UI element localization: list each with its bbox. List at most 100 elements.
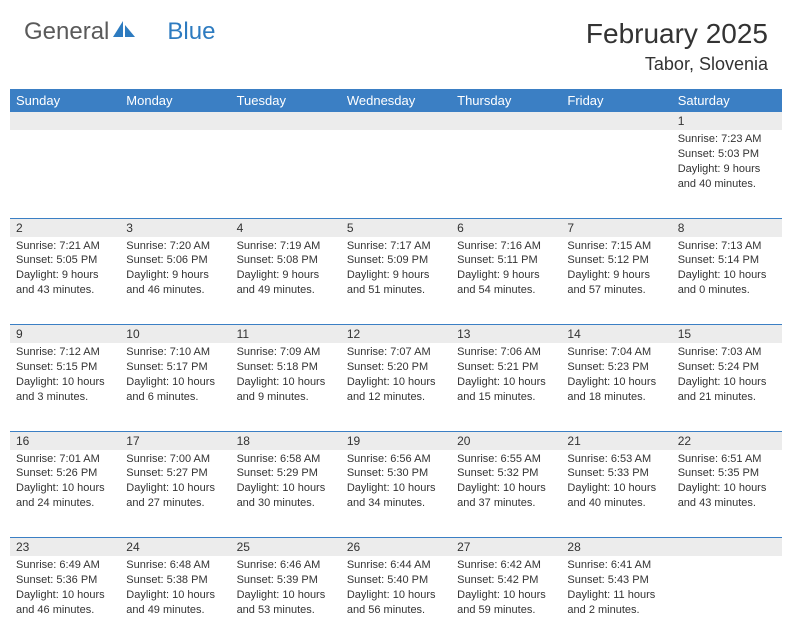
day-cell: Sunrise: 7:21 AMSunset: 5:05 PMDaylight:… [10, 237, 120, 325]
sunset-text: Sunset: 5:33 PM [567, 466, 665, 481]
day-number [341, 112, 451, 130]
day-cell: Sunrise: 6:49 AMSunset: 5:36 PMDaylight:… [10, 556, 120, 644]
sunset-text: Sunset: 5:17 PM [126, 360, 224, 375]
day-cell: Sunrise: 7:06 AMSunset: 5:21 PMDaylight:… [451, 343, 561, 431]
weekday-header: Thursday [451, 89, 561, 112]
sunset-text: Sunset: 5:36 PM [16, 573, 114, 588]
day-number-row: 9101112131415 [10, 325, 782, 344]
sunset-text: Sunset: 5:30 PM [347, 466, 445, 481]
sunset-text: Sunset: 5:27 PM [126, 466, 224, 481]
day-content-row: Sunrise: 7:01 AMSunset: 5:26 PMDaylight:… [10, 450, 782, 538]
sunrise-text: Sunrise: 6:56 AM [347, 452, 445, 467]
day-content-row: Sunrise: 7:23 AMSunset: 5:03 PMDaylight:… [10, 130, 782, 218]
day-cell: Sunrise: 7:03 AMSunset: 5:24 PMDaylight:… [672, 343, 782, 431]
sunset-text: Sunset: 5:21 PM [457, 360, 555, 375]
day-cell: Sunrise: 7:12 AMSunset: 5:15 PMDaylight:… [10, 343, 120, 431]
daylight-text: Daylight: 9 hours and 46 minutes. [126, 268, 224, 298]
day-cell: Sunrise: 6:55 AMSunset: 5:32 PMDaylight:… [451, 450, 561, 538]
weekday-header: Tuesday [231, 89, 341, 112]
daylight-text: Daylight: 10 hours and 24 minutes. [16, 481, 114, 511]
daylight-text: Daylight: 9 hours and 57 minutes. [567, 268, 665, 298]
sunrise-text: Sunrise: 7:06 AM [457, 345, 555, 360]
day-number: 23 [10, 538, 120, 557]
day-number-row: 232425262728 [10, 538, 782, 557]
sunset-text: Sunset: 5:03 PM [678, 147, 776, 162]
day-cell [120, 130, 230, 218]
day-cell: Sunrise: 6:48 AMSunset: 5:38 PMDaylight:… [120, 556, 230, 644]
logo-text-general: General [24, 18, 109, 46]
day-number: 27 [451, 538, 561, 557]
daylight-text: Daylight: 10 hours and 3 minutes. [16, 375, 114, 405]
day-number: 13 [451, 325, 561, 344]
sunset-text: Sunset: 5:40 PM [347, 573, 445, 588]
weekday-header: Sunday [10, 89, 120, 112]
day-cell: Sunrise: 6:41 AMSunset: 5:43 PMDaylight:… [561, 556, 671, 644]
day-cell: Sunrise: 7:15 AMSunset: 5:12 PMDaylight:… [561, 237, 671, 325]
day-number: 14 [561, 325, 671, 344]
sunset-text: Sunset: 5:18 PM [237, 360, 335, 375]
sunrise-text: Sunrise: 6:42 AM [457, 558, 555, 573]
sunrise-text: Sunrise: 7:00 AM [126, 452, 224, 467]
day-number: 24 [120, 538, 230, 557]
sunrise-text: Sunrise: 6:55 AM [457, 452, 555, 467]
sunset-text: Sunset: 5:42 PM [457, 573, 555, 588]
sunrise-text: Sunrise: 7:09 AM [237, 345, 335, 360]
day-number: 16 [10, 431, 120, 450]
day-cell: Sunrise: 6:44 AMSunset: 5:40 PMDaylight:… [341, 556, 451, 644]
day-cell: Sunrise: 6:58 AMSunset: 5:29 PMDaylight:… [231, 450, 341, 538]
day-number: 11 [231, 325, 341, 344]
day-number: 21 [561, 431, 671, 450]
sunset-text: Sunset: 5:29 PM [237, 466, 335, 481]
weekday-header: Monday [120, 89, 230, 112]
sunrise-text: Sunrise: 6:41 AM [567, 558, 665, 573]
day-number: 9 [10, 325, 120, 344]
sunrise-text: Sunrise: 7:04 AM [567, 345, 665, 360]
sunset-text: Sunset: 5:08 PM [237, 253, 335, 268]
day-number [10, 112, 120, 130]
day-number: 20 [451, 431, 561, 450]
day-number: 12 [341, 325, 451, 344]
daylight-text: Daylight: 10 hours and 37 minutes. [457, 481, 555, 511]
day-number: 19 [341, 431, 451, 450]
day-number: 2 [10, 218, 120, 237]
location: Tabor, Slovenia [586, 54, 768, 75]
daylight-text: Daylight: 10 hours and 49 minutes. [126, 588, 224, 618]
daylight-text: Daylight: 10 hours and 40 minutes. [567, 481, 665, 511]
daylight-text: Daylight: 9 hours and 54 minutes. [457, 268, 555, 298]
sunrise-text: Sunrise: 7:13 AM [678, 239, 776, 254]
day-number [561, 112, 671, 130]
daylight-text: Daylight: 10 hours and 43 minutes. [678, 481, 776, 511]
day-number [231, 112, 341, 130]
day-number-row: 1 [10, 112, 782, 130]
sunrise-text: Sunrise: 6:51 AM [678, 452, 776, 467]
calendar-table: Sunday Monday Tuesday Wednesday Thursday… [10, 89, 782, 644]
weekday-header-row: Sunday Monday Tuesday Wednesday Thursday… [10, 89, 782, 112]
sunset-text: Sunset: 5:39 PM [237, 573, 335, 588]
daylight-text: Daylight: 9 hours and 51 minutes. [347, 268, 445, 298]
day-cell [672, 556, 782, 644]
day-number: 25 [231, 538, 341, 557]
sunrise-text: Sunrise: 7:01 AM [16, 452, 114, 467]
day-cell: Sunrise: 6:42 AMSunset: 5:42 PMDaylight:… [451, 556, 561, 644]
sunrise-text: Sunrise: 7:23 AM [678, 132, 776, 147]
sunrise-text: Sunrise: 7:10 AM [126, 345, 224, 360]
title-block: February 2025 Tabor, Slovenia [586, 18, 768, 75]
day-content-row: Sunrise: 6:49 AMSunset: 5:36 PMDaylight:… [10, 556, 782, 644]
sunset-text: Sunset: 5:09 PM [347, 253, 445, 268]
daylight-text: Daylight: 10 hours and 6 minutes. [126, 375, 224, 405]
sunrise-text: Sunrise: 7:07 AM [347, 345, 445, 360]
logo-text-blue: Blue [167, 18, 215, 46]
sunrise-text: Sunrise: 6:53 AM [567, 452, 665, 467]
sunrise-text: Sunrise: 6:58 AM [237, 452, 335, 467]
daylight-text: Daylight: 10 hours and 56 minutes. [347, 588, 445, 618]
sunset-text: Sunset: 5:43 PM [567, 573, 665, 588]
sunset-text: Sunset: 5:38 PM [126, 573, 224, 588]
sunset-text: Sunset: 5:05 PM [16, 253, 114, 268]
day-number: 1 [672, 112, 782, 130]
header: General Blue February 2025 Tabor, Sloven… [0, 0, 792, 83]
day-cell: Sunrise: 7:09 AMSunset: 5:18 PMDaylight:… [231, 343, 341, 431]
daylight-text: Daylight: 9 hours and 43 minutes. [16, 268, 114, 298]
day-number [120, 112, 230, 130]
sunset-text: Sunset: 5:11 PM [457, 253, 555, 268]
sunset-text: Sunset: 5:20 PM [347, 360, 445, 375]
